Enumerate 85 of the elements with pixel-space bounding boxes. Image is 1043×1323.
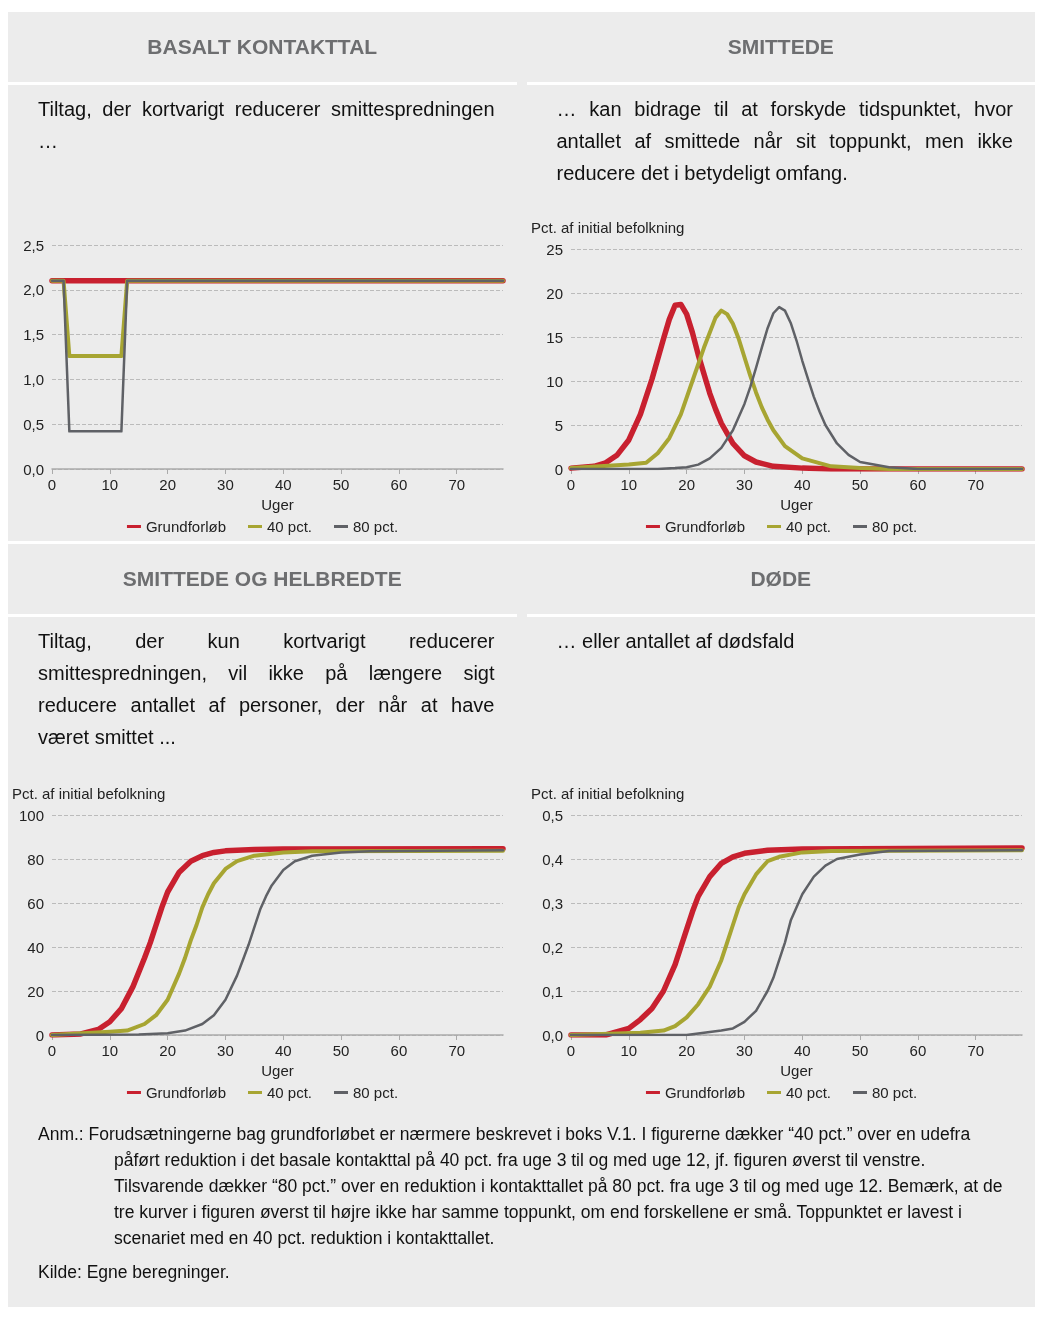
y-axis-title: Pct. af initial befolkning xyxy=(530,219,684,236)
x-tick-label: 50 xyxy=(851,476,868,493)
chart-subtitle: Tiltag, der kortvarigt reducerer smittespredningen … xyxy=(37,97,496,154)
x-tick-label: 10 xyxy=(101,476,119,493)
chart-title: SMITTEDE xyxy=(726,34,835,60)
x-tick-label: 10 xyxy=(101,1042,119,1059)
x-tick-label: 20 xyxy=(677,1042,695,1059)
y-tick-label: 0,3 xyxy=(541,894,563,912)
legend-label: Grundforløb xyxy=(145,518,226,535)
x-tick-label: 70 xyxy=(966,1042,984,1059)
x-tick-label: 10 xyxy=(619,476,637,493)
x-tick-label: 20 xyxy=(159,1042,176,1059)
x-tick-label: 0 xyxy=(47,476,57,493)
x-tick-label: 0 xyxy=(47,1042,57,1059)
chart-subtitle: … eller antallet af dødsfald xyxy=(555,629,796,654)
x-tick-label: 30 xyxy=(217,476,234,493)
chart-title: BASALT KONTAKTTAL xyxy=(146,34,379,60)
chart-title: SMITTEDE OG HELBREDTE xyxy=(121,566,403,592)
x-tick-label: 40 xyxy=(793,476,811,493)
legend-label: Grundforløb xyxy=(664,1084,745,1101)
x-tick-label: 60 xyxy=(909,1042,926,1059)
x-tick-label: 50 xyxy=(332,476,350,493)
y-tick-label: 0,4 xyxy=(541,850,563,868)
x-tick-label: 20 xyxy=(159,476,176,493)
y-tick-label: 0,0 xyxy=(541,1026,563,1044)
x-tick-label: 60 xyxy=(390,476,408,493)
x-tick-label: 30 xyxy=(735,476,753,493)
x-tick-label: 60 xyxy=(909,476,926,493)
y-tick-label: 0 xyxy=(35,1026,44,1044)
y-tick-label: 1,5 xyxy=(23,326,44,344)
x-tick-label: 70 xyxy=(448,1042,466,1059)
legend-label: 80 pct. xyxy=(871,1084,917,1101)
y-tick-label: 0,5 xyxy=(23,415,44,433)
y-tick-label: 100 xyxy=(18,806,44,824)
legend-label: 80 pct. xyxy=(353,518,399,535)
text: Anm.: Forudsætningerne bag grundforløbet er nærmere beskrevet i boks V.1. I figurerne dækker “40 pct.” over en udefra påført reduktion i det basale kontakttal på 40 pct. fra uge 3 til og med uge 12, jf. figuren øverst til venstre. Tilsvarende dækker “80 pct.” over en reduktion i kontakttallet på 80 pct. fra uge 3 til og med uge 12. Bemærk, at de tre kurver i figuren øverst til højre ikke har samme toppunkt, om end forskellene er små. Toppunktet er lavest i scenariet med en 40 pct. reduktion i kontakttallet. xyxy=(38,1123,1004,1250)
y-tick-label: 20 xyxy=(27,982,44,1000)
x-tick-label: 30 xyxy=(217,1042,234,1059)
y-tick-label: 2,0 xyxy=(23,281,44,299)
chart-subtitle: … kan bidrage til at forskyde tidspunktet, hvor antallet af smittede når sit toppunkt, men ikke reducere det i betydeligt omfang. xyxy=(555,97,1014,186)
x-tick-label: 0 xyxy=(566,1042,575,1059)
y-tick-label: 80 xyxy=(27,850,44,868)
x-axis-title: Uger xyxy=(779,495,813,513)
legend-label: 80 pct. xyxy=(871,518,917,535)
y-tick-label: 10 xyxy=(545,372,563,390)
x-tick-label: 60 xyxy=(390,1042,408,1059)
legend-label: 80 pct. xyxy=(353,1084,399,1101)
chart-subtitle: Tiltag, der kun kortvarigt reducerer smittespredningen, vil ikke på længere sigt reducere antallet af personer, der når at have været smittet ... xyxy=(37,629,496,750)
x-axis-title: Uger xyxy=(261,495,294,513)
y-tick-label: 0,0 xyxy=(23,460,44,478)
legend-label: 40 pct. xyxy=(785,1084,831,1101)
legend-label: Grundforløb xyxy=(664,518,745,535)
x-tick-label: 40 xyxy=(274,476,292,493)
y-tick-label: 0,2 xyxy=(541,938,563,956)
x-tick-label: 30 xyxy=(735,1042,753,1059)
y-tick-label: 20 xyxy=(545,284,563,302)
y-tick-label: 25 xyxy=(545,240,563,258)
x-axis-title: Uger xyxy=(261,1061,294,1079)
chart-title: DØDE xyxy=(749,566,813,592)
legend-label: 40 pct. xyxy=(266,518,313,535)
y-tick-label: 0,1 xyxy=(541,982,563,1000)
y-axis-title: Pct. af initial befolkning xyxy=(530,785,684,802)
y-tick-label: 40 xyxy=(27,938,44,956)
x-axis-title: Uger xyxy=(779,1061,813,1079)
y-tick-label: 0,5 xyxy=(541,806,563,824)
x-tick-label: 0 xyxy=(566,476,575,493)
y-tick-label: 1,0 xyxy=(23,370,44,388)
y-tick-label: 2,5 xyxy=(23,236,44,254)
x-tick-label: 10 xyxy=(619,1042,637,1059)
y-tick-label: 60 xyxy=(27,894,44,912)
x-tick-label: 20 xyxy=(677,476,695,493)
legend-label: Grundforløb xyxy=(145,1084,226,1101)
x-tick-label: 50 xyxy=(851,1042,868,1059)
x-tick-label: 40 xyxy=(274,1042,292,1059)
legend-label: 40 pct. xyxy=(785,518,831,535)
x-tick-label: 70 xyxy=(448,476,466,493)
y-tick-label: 0 xyxy=(554,460,563,478)
y-tick-label: 15 xyxy=(545,328,563,346)
x-tick-label: 50 xyxy=(332,1042,350,1059)
text: Kilde: Egne beregninger. xyxy=(38,1261,231,1284)
y-axis-title: Pct. af initial befolkning xyxy=(12,785,166,802)
y-tick-label: 5 xyxy=(554,416,563,434)
x-tick-label: 40 xyxy=(793,1042,811,1059)
legend-label: 40 pct. xyxy=(266,1084,313,1101)
x-tick-label: 70 xyxy=(966,476,984,493)
